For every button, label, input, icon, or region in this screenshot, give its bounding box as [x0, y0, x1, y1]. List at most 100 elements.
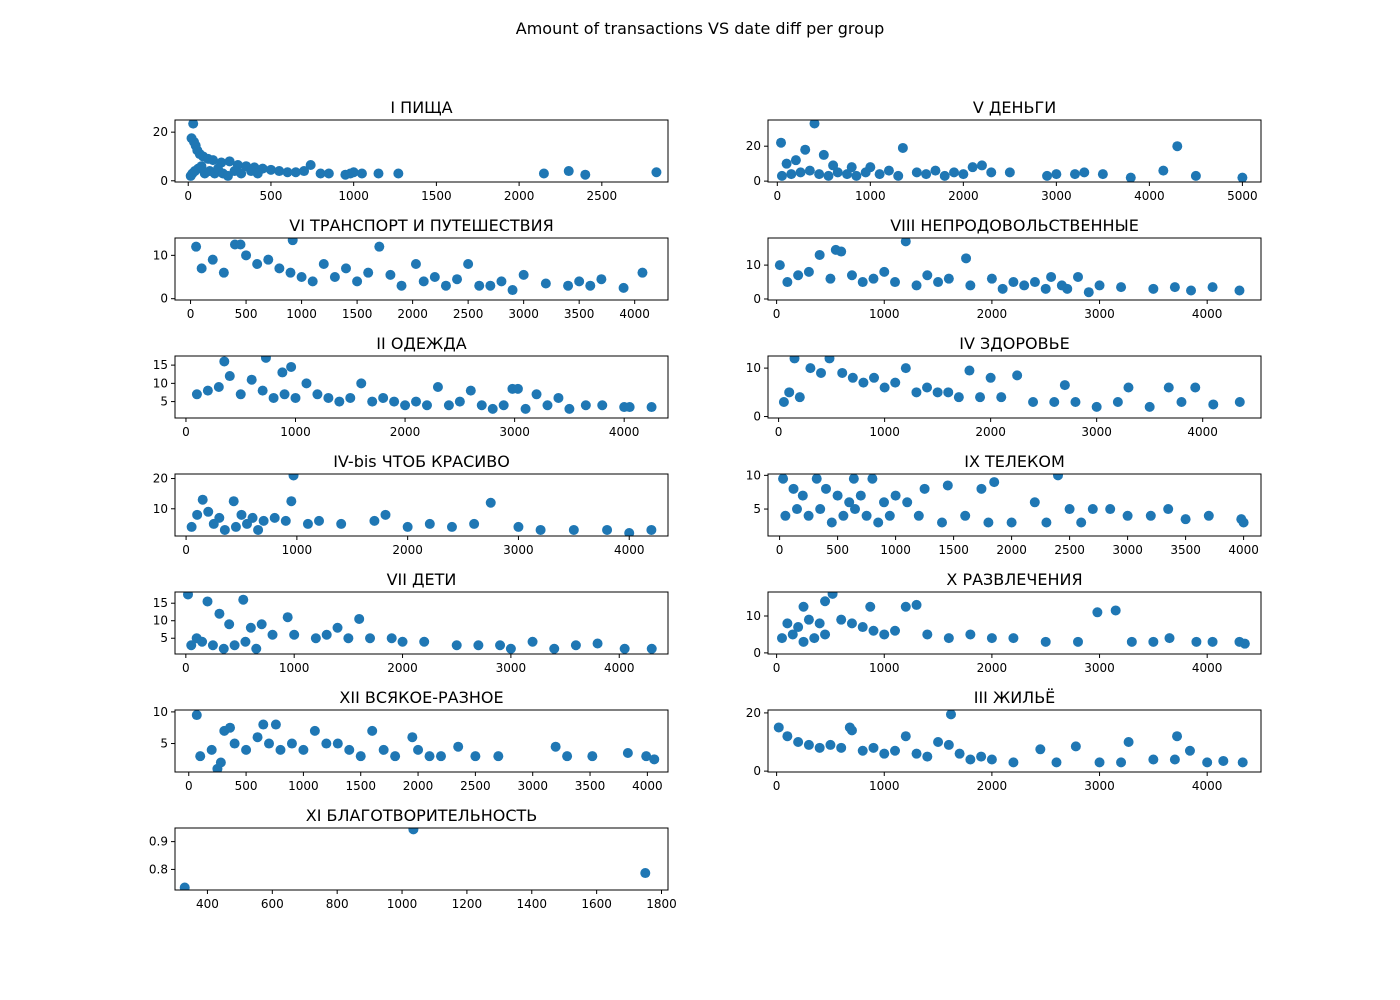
x-tick-label: 2500	[587, 189, 618, 203]
data-point	[1042, 170, 1053, 181]
data-point	[214, 608, 225, 619]
data-point	[197, 494, 208, 505]
data-point	[418, 276, 429, 287]
data-point	[197, 636, 208, 647]
data-point	[1041, 517, 1052, 528]
axes-frame	[174, 709, 669, 773]
data-point	[1083, 287, 1094, 298]
data-point	[463, 259, 474, 270]
data-point	[229, 640, 240, 651]
x-tick-label: 1000	[280, 425, 311, 439]
y-tick-label: 5	[160, 737, 168, 751]
data-point	[512, 383, 523, 394]
data-point	[474, 280, 485, 291]
data-point	[314, 515, 325, 526]
subplot: XII ВСЯКОЕ-РАЗНОЕ 0 500 1000 1500 2000 2500 300…	[153, 688, 669, 793]
data-point	[531, 389, 542, 400]
data-point	[179, 882, 190, 890]
y-tick-label: 10	[153, 502, 168, 516]
x-tick-label: 2500	[460, 779, 491, 793]
data-point	[288, 474, 299, 481]
subplot-title: III ЖИЛЬЁ	[974, 688, 1056, 707]
x-tick-label: 1000	[282, 543, 313, 557]
data-point	[230, 521, 241, 532]
x-tick-label: 3000	[517, 779, 548, 793]
data-point	[1008, 757, 1019, 768]
data-point	[804, 165, 815, 176]
data-point	[825, 273, 836, 284]
data-point	[485, 497, 496, 508]
data-point	[246, 374, 257, 385]
data-point	[553, 392, 564, 403]
data-point	[814, 618, 825, 629]
data-point	[976, 483, 987, 494]
x-tick-label: 2000	[977, 307, 1008, 321]
axes-frame	[767, 709, 1262, 773]
data-point	[258, 719, 269, 730]
data-point	[1234, 397, 1245, 408]
data-point	[393, 168, 404, 179]
data-point	[1019, 280, 1030, 291]
data-point	[939, 170, 950, 181]
data-point	[846, 270, 857, 281]
data-point	[285, 267, 296, 278]
axes-frame	[767, 591, 1262, 655]
scatter-points	[776, 592, 1250, 649]
data-point	[1207, 636, 1218, 647]
x-tick-label: 4000	[1192, 307, 1223, 321]
data-point	[844, 497, 855, 508]
x-tick-label: 3000	[499, 425, 530, 439]
data-point	[1238, 517, 1249, 528]
data-point	[540, 278, 551, 289]
x-tick-label: 4000	[1192, 779, 1223, 793]
data-point	[624, 527, 635, 536]
data-point	[274, 263, 285, 274]
data-point	[421, 400, 432, 411]
data-point	[1237, 172, 1248, 182]
x-tick-label: 4000	[1134, 189, 1165, 203]
data-point	[958, 169, 969, 180]
x-tick-label: 2000	[504, 189, 535, 203]
x-tick-label: 1600	[581, 897, 612, 911]
data-point	[228, 496, 239, 507]
data-point	[809, 120, 820, 129]
data-point	[922, 382, 933, 393]
data-point	[242, 518, 253, 529]
data-point	[378, 744, 389, 755]
data-point	[776, 170, 787, 181]
axes-frame	[767, 355, 1262, 419]
axes-frame	[174, 473, 669, 537]
x-tick-label: 0	[773, 779, 781, 793]
data-point	[646, 524, 657, 535]
x-tick-label: 3000	[508, 307, 539, 321]
x-tick-label: 1500	[421, 189, 452, 203]
data-point	[527, 636, 538, 647]
scatter-points	[183, 592, 657, 654]
subplot-title: VII ДЕТИ	[387, 570, 457, 589]
y-tick-label: 0.9	[149, 835, 168, 849]
y-tick-label: 0	[160, 292, 168, 306]
data-point	[487, 403, 498, 414]
data-point	[296, 272, 307, 283]
data-point	[279, 389, 290, 400]
subplot-title: XII ВСЯКОЕ-РАЗНОЕ	[339, 688, 503, 707]
data-point	[803, 266, 814, 277]
data-point	[823, 170, 834, 181]
data-point	[1094, 280, 1105, 291]
x-tick-label: 2000	[403, 779, 434, 793]
data-point	[385, 269, 396, 280]
data-point	[498, 400, 509, 411]
data-point	[1079, 167, 1090, 178]
data-point	[919, 483, 930, 494]
data-point	[846, 618, 857, 629]
data-point	[837, 367, 848, 378]
data-point	[224, 619, 235, 630]
data-point	[1163, 504, 1174, 515]
data-point	[902, 497, 913, 508]
x-tick-label: 0	[775, 425, 783, 439]
x-tick-label: 1000	[869, 661, 900, 675]
data-point	[986, 754, 997, 765]
data-point	[618, 282, 629, 293]
data-point	[1073, 636, 1084, 647]
axes-frame	[174, 355, 669, 419]
